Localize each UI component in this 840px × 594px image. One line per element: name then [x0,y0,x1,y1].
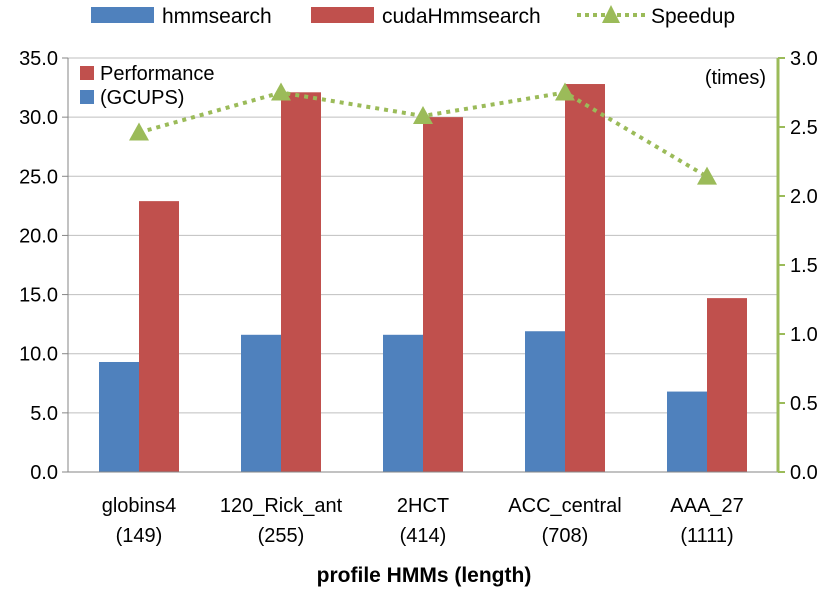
bar-cudahmmsearch-3 [565,84,605,472]
speedup-point-3 [555,82,575,101]
bar-hmmsearch-0 [99,361,139,472]
x-axis-title: profile HMMs (length) [317,564,532,587]
legend-marker-speedup [602,5,620,23]
bars [99,84,747,473]
right-tick-label: 2.5 [790,117,818,139]
right-tick-label: 0.5 [790,393,818,415]
legend-swatch-cudahmmsearch [311,7,374,23]
bar-hmmsearch-1 [241,334,281,472]
category-labels: globins4 (149) 120_Rick_ant (255) 2HCT (414) A… [102,495,744,547]
left-tick-label: 35.0 [19,48,58,70]
left-tick-label: 5.0 [30,403,58,425]
right-tick-label: 3.0 [790,48,818,70]
right-tick-label: 1.0 [790,324,818,346]
right-tick-label: 2.0 [790,186,818,208]
category-name: globins4 [102,495,177,517]
category-length: (149) [116,525,163,547]
category-length: (255) [258,525,305,547]
legend-label-speedup: Speedup [651,5,735,28]
category-length: (1111) [680,525,733,547]
gcups-legend-swatch [80,90,94,104]
category-name: 120_Rick_ant [220,495,343,517]
category-name: ACC_central [508,495,621,517]
left-tick-label: 25.0 [19,166,58,188]
bar-cudahmmsearch-1 [281,92,321,472]
left-tick-label: 20.0 [19,225,58,247]
category-name: 2HCT [397,495,449,517]
right-axis-title: (times) [705,67,766,89]
speedup-line [129,82,717,185]
bar-cudahmmsearch-4 [707,298,747,472]
left-tick-label: 10.0 [19,344,58,366]
legend: hmmsearch cudaHmmsearch Speedup [91,5,735,28]
left-tick-label: 15.0 [19,285,58,307]
speedup-point-0 [129,122,149,141]
bar-hmmsearch-4 [667,391,707,472]
left-tick-label: 0.0 [30,462,58,484]
right-tick-label: 1.5 [790,255,818,277]
bar-hmmsearch-3 [525,331,565,472]
bar-cudahmmsearch-2 [423,117,463,473]
left-axis-title-line1: Performance [100,63,215,85]
legend-swatch-hmmsearch [91,7,154,23]
right-axis-ticks: 0.0 0.5 1.0 1.5 2.0 2.5 3.0 [778,48,818,484]
speedup-point-4 [697,166,717,185]
legend-label-hmmsearch: hmmsearch [162,5,272,28]
bar-hmmsearch-2 [383,334,423,472]
speedup-point-2 [413,105,433,124]
category-name: AAA_27 [670,495,743,517]
category-length: (708) [542,525,589,547]
speedup-point-1 [271,82,291,101]
left-tick-label: 30.0 [19,107,58,129]
left-axis-title-line2: (GCUPS) [100,87,184,109]
left-axis-ticks: 0.0 5.0 10.0 15.0 20.0 25.0 30.0 35.0 [19,48,68,484]
category-length: (414) [400,525,447,547]
performance-legend-swatch [80,66,94,80]
bar-cudahmmsearch-0 [139,201,179,472]
legend-label-cudahmmsearch: cudaHmmsearch [382,5,541,28]
right-tick-label: 0.0 [790,462,818,484]
